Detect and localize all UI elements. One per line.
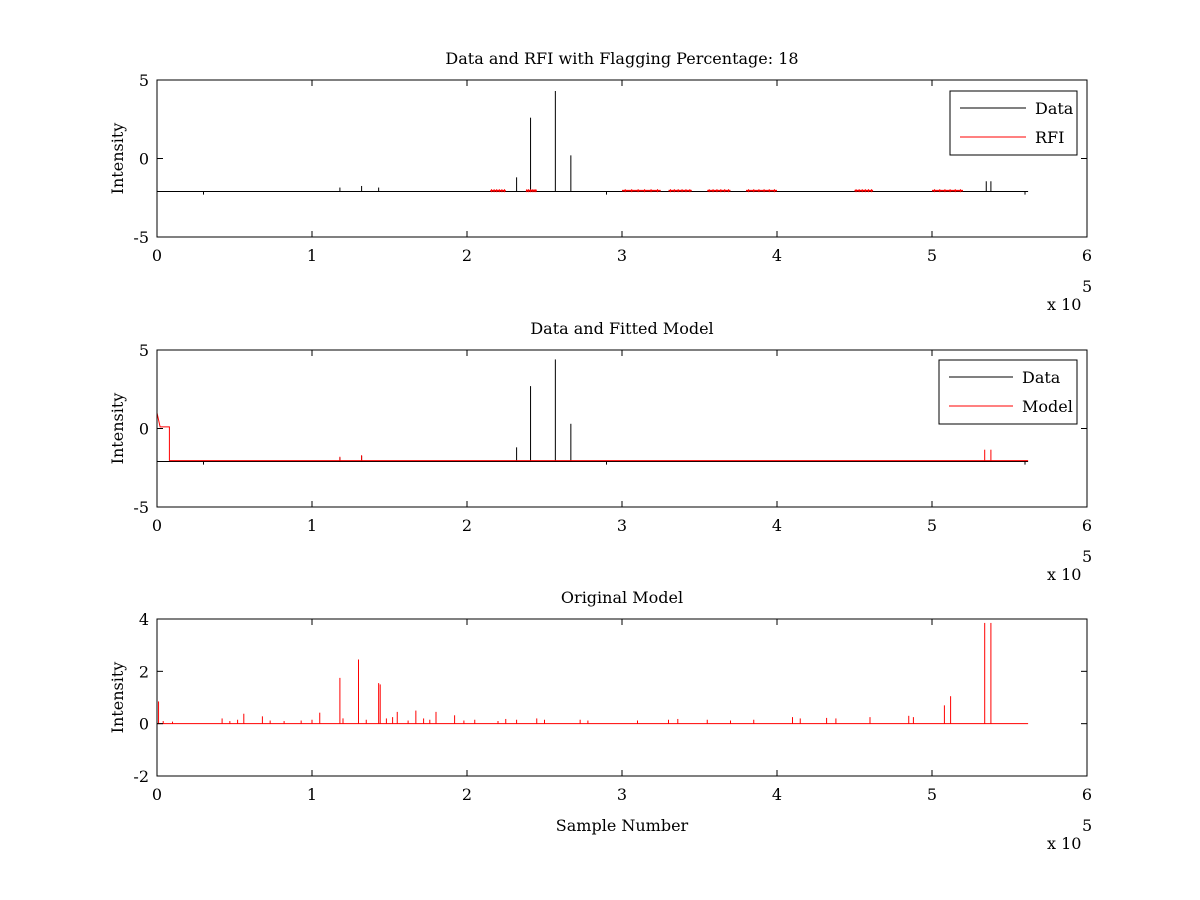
x-tick-label: 3 <box>617 516 627 535</box>
x-tick-label: 6 <box>1082 246 1092 265</box>
y-tick-label: -5 <box>133 498 149 517</box>
y-axis-label: Intensity <box>108 393 127 465</box>
x-tick-label: 0 <box>152 516 162 535</box>
y-axis-label: Intensity <box>108 662 127 734</box>
x-tick-label: 0 <box>152 785 162 804</box>
series-data <box>157 90 1029 195</box>
x-tick-label: 1 <box>307 246 317 265</box>
series-rfi <box>490 189 963 193</box>
legend-box <box>938 359 1078 425</box>
chart-title: Data and Fitted Model <box>530 319 713 338</box>
chart-title: Original Model <box>561 588 683 607</box>
y-tick-label: -5 <box>133 228 149 247</box>
x-tick-label: 3 <box>617 246 627 265</box>
x-tick-label: 3 <box>617 785 627 804</box>
x-tick-label: 1 <box>307 785 317 804</box>
y-tick-label: 5 <box>139 71 149 90</box>
legend-label-data: Data <box>1022 368 1061 387</box>
x-tick-label: 4 <box>772 516 782 535</box>
legend-label-model: Model <box>1022 397 1073 416</box>
x-tick-label: 1 <box>307 516 317 535</box>
y-axis-label: Intensity <box>108 123 127 195</box>
x-exponent: 5 <box>1082 547 1092 566</box>
x-tick-label: 5 <box>927 785 937 804</box>
x-tick-label: 5 <box>927 246 937 265</box>
x-exponent-label: x 10 <box>1047 834 1081 853</box>
chart-title: Data and RFI with Flagging Percentage: 1… <box>445 49 798 68</box>
legend: Data Model <box>938 359 1078 425</box>
plot-area <box>157 359 1029 465</box>
x-tick-label: 2 <box>462 246 472 265</box>
x-tick-label: 5 <box>927 516 937 535</box>
x-exponent-label: x 10 <box>1047 295 1081 314</box>
x-tick-label: 6 <box>1082 516 1092 535</box>
x-tick-label: 0 <box>152 246 162 265</box>
series-model-start-step <box>157 412 170 461</box>
legend-label-data: Data <box>1035 99 1074 118</box>
plot-area <box>157 622 1029 725</box>
x-tick-label: 6 <box>1082 785 1092 804</box>
series-model <box>157 622 1029 725</box>
y-tick-label: 0 <box>139 420 149 439</box>
y-tick-label: -2 <box>133 767 149 786</box>
x-tick-label: 4 <box>772 246 782 265</box>
plot-area <box>157 90 1029 195</box>
x-tick-label: 2 <box>462 785 472 804</box>
legend-label-rfi: RFI <box>1035 128 1064 147</box>
x-exponent: 5 <box>1082 816 1092 835</box>
x-axis-label: Sample Number <box>556 816 689 835</box>
y-tick-label: 0 <box>139 150 149 169</box>
series-data <box>157 359 1029 465</box>
x-exponent-label: x 10 <box>1047 565 1081 584</box>
x-tick-label: 2 <box>462 516 472 535</box>
y-tick-label: 0 <box>139 715 149 734</box>
series-model <box>157 412 1029 462</box>
y-tick-label: 2 <box>139 662 149 681</box>
x-exponent: 5 <box>1082 277 1092 296</box>
x-tick-label: 4 <box>772 785 782 804</box>
legend-box <box>949 90 1078 156</box>
y-tick-label: 4 <box>139 610 149 629</box>
y-tick-label: 5 <box>139 341 149 360</box>
legend: Data RFI <box>949 90 1078 156</box>
